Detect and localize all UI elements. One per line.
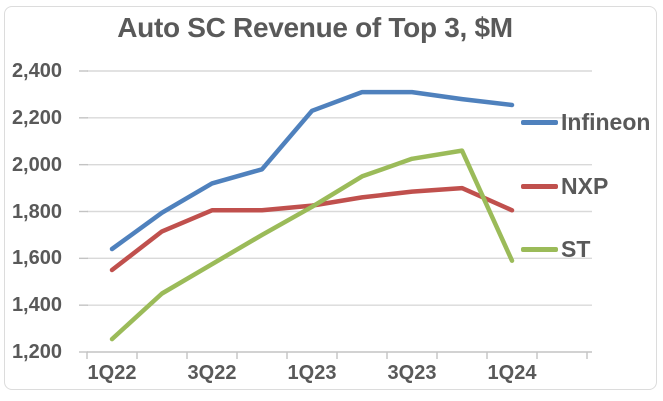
y-axis-tick-label: 1,600 [11,247,62,270]
series-line-st [109,148,515,342]
legend-line-sample-infineon [521,120,558,125]
x-axis-tick-label: 3Q23 [387,362,437,384]
y-axis-tick-label: 1,400 [11,294,62,317]
x-axis-tick-label: 1Q23 [287,362,337,384]
x-axis-tick-label: 1Q24 [487,362,537,384]
x-axis-tick-label: 3Q22 [187,362,237,384]
series-line-infineon [109,89,515,252]
legend-label-nxp: NXP [561,173,609,199]
chart-title: Auto SC Revenue of Top 3, $M [117,12,513,43]
legend-line-sample-st [521,247,558,252]
legend-label-infineon: Infineon [561,109,651,135]
y-axis-tick-label: 2,200 [11,106,62,129]
y-axis-tick-label: 2,400 [11,60,62,82]
legend-label-st: ST [561,236,591,262]
y-axis-tick-label: 1,800 [11,200,62,223]
y-axis-tick-label: 2,000 [11,153,62,176]
legend-line-sample-nxp [521,184,558,189]
y-axis-tick-label: 1,200 [11,341,62,363]
x-axis-tick-label: 1Q22 [87,362,137,384]
